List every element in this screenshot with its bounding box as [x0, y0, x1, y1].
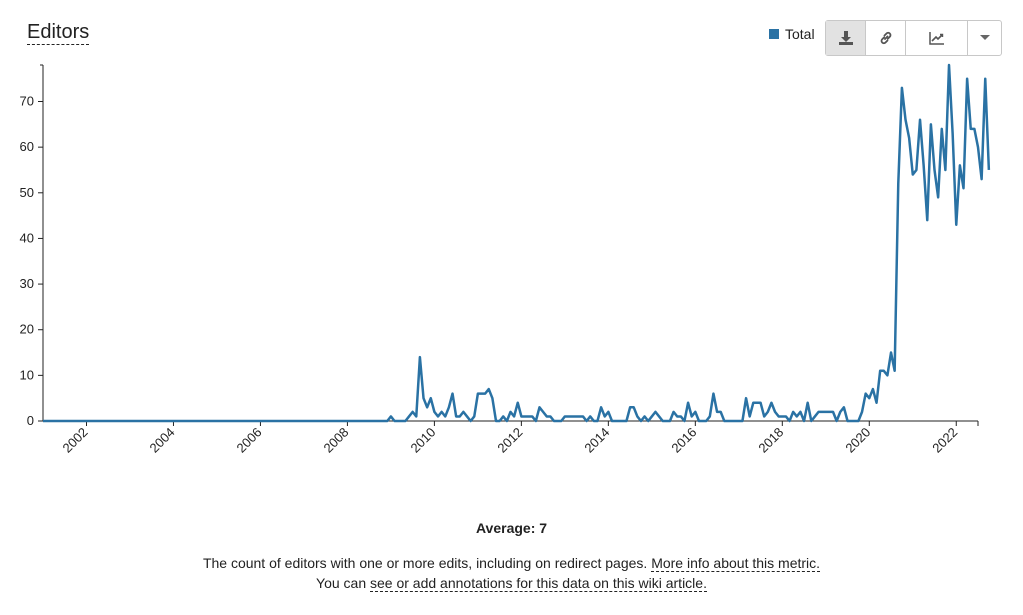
download-icon	[838, 31, 853, 45]
y-tick-label: 10	[20, 367, 34, 382]
chevron-down-icon	[979, 35, 990, 40]
series-line-total	[43, 63, 991, 423]
legend-label: Total	[785, 26, 815, 42]
y-tick-label: 60	[20, 139, 34, 154]
x-tick-label: 2022	[929, 425, 960, 456]
link-icon	[880, 31, 891, 45]
y-tick-label: 50	[20, 185, 34, 200]
x-tick-label: 2014	[581, 425, 612, 456]
average-value: Average: 7	[475, 520, 548, 536]
y-tick-label: 70	[20, 94, 34, 109]
x-tick-label: 2002	[60, 425, 91, 456]
legend-swatch	[769, 29, 779, 39]
chart-toolbar	[825, 20, 1002, 56]
metric-description: The count of editors with one or more ed…	[202, 555, 648, 571]
link-button[interactable]	[866, 21, 906, 55]
annotations-prefix: You can	[316, 575, 367, 591]
y-tick-label: 0	[27, 413, 34, 428]
x-tick-label: 2006	[234, 425, 265, 456]
x-tick-label: 2020	[842, 425, 873, 456]
x-tick-label: 2016	[668, 425, 699, 456]
y-tick-label: 20	[20, 322, 34, 337]
line-chart-icon	[928, 32, 944, 45]
x-tick-label: 2012	[494, 425, 525, 456]
x-tick-label: 2018	[755, 425, 786, 456]
x-tick-label: 2004	[147, 425, 178, 456]
metric-description-block: The count of editors with one or more ed…	[0, 553, 1023, 593]
more-info-link[interactable]: More info about this metric.	[651, 555, 821, 572]
x-tick-label: 2008	[320, 425, 351, 456]
annotations-link[interactable]: see or add annotations for this data on …	[370, 575, 707, 592]
x-tick-label: 2010	[407, 425, 438, 456]
download-button[interactable]	[826, 21, 866, 55]
line-chart: 0 10 20 30 40 50 60 70 2002 2004 2006 2008 2010 2012 2…	[20, 63, 991, 456]
chart-title[interactable]: Editors	[27, 21, 90, 45]
chart-menu-button[interactable]	[968, 21, 1001, 55]
y-tick-label: 40	[20, 230, 34, 245]
chart-type-button[interactable]	[906, 21, 968, 55]
legend: Total	[769, 26, 815, 42]
y-tick-label: 30	[20, 276, 34, 291]
